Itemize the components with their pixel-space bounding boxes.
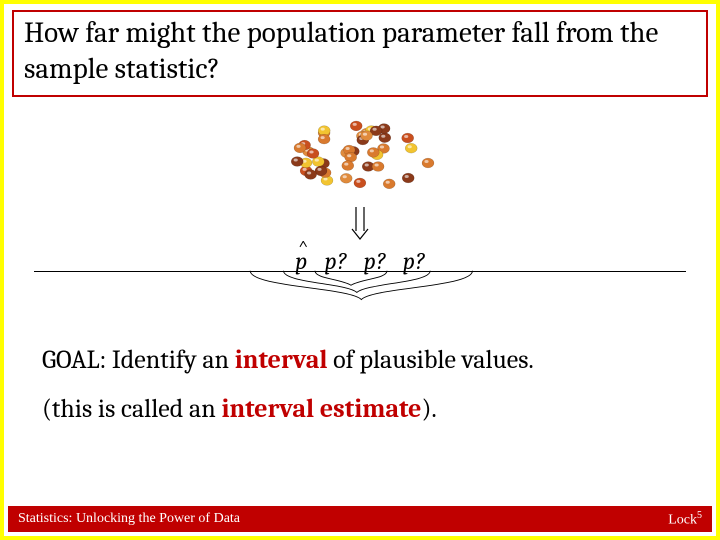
interval-brackets-icon (24, 269, 696, 305)
goal-suffix: of plausible values. (327, 345, 533, 375)
number-line: p p? p? p? (24, 247, 696, 307)
down-arrow-icon (24, 205, 696, 245)
sub-text: (this is called an interval estimate). (42, 394, 678, 424)
slide: How far might the population parameter f… (0, 0, 720, 540)
footer-right: Lock5 (668, 510, 702, 529)
content-area: p p? p? p? GOAL: Identify an interval of… (4, 97, 716, 424)
title-box: How far might the population parameter f… (12, 10, 708, 97)
candy-pile-icon (280, 115, 440, 195)
footer-bar: Statistics: Unlocking the Power of Data … (8, 506, 712, 532)
slide-title: How far might the population parameter f… (24, 16, 696, 89)
sub-suffix: ). (421, 394, 436, 424)
footer-left: Statistics: Unlocking the Power of Data (18, 511, 240, 527)
goal-text: GOAL: Identify an interval of plausible … (42, 343, 678, 378)
sub-prefix: (this is called an (42, 394, 221, 424)
goal-prefix: GOAL: Identify an (42, 345, 235, 375)
goal-keyword: interval (235, 345, 328, 375)
candy-illustration (24, 115, 696, 199)
sub-keyword: interval estimate (221, 394, 421, 424)
